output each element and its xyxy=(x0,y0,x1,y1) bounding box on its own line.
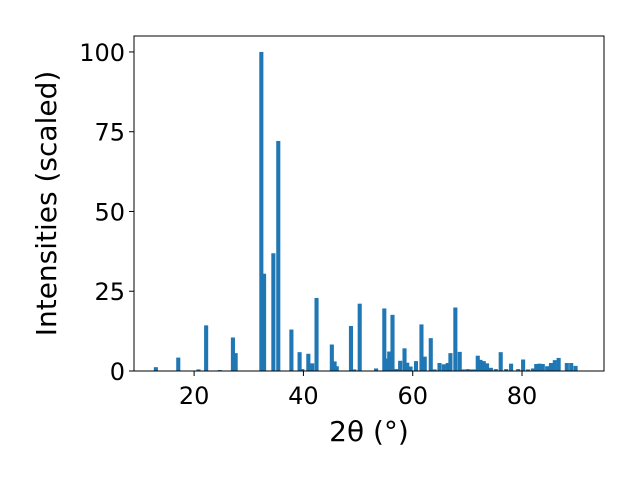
bar xyxy=(374,368,379,371)
x-tick-label: 40 xyxy=(288,382,319,410)
bar xyxy=(352,369,357,371)
bar xyxy=(300,369,305,371)
bar xyxy=(509,363,514,371)
bar xyxy=(468,369,473,371)
bar xyxy=(233,353,238,371)
bar xyxy=(422,356,427,371)
bar xyxy=(408,366,413,371)
bar xyxy=(348,326,354,371)
y-tick-label: 75 xyxy=(94,119,125,147)
bars-group xyxy=(153,51,578,371)
bar xyxy=(448,353,453,371)
y-tick-label: 0 xyxy=(110,358,125,386)
y-tick-label: 50 xyxy=(94,198,125,226)
y-axis-label: Intensities (scaled) xyxy=(30,71,63,337)
bar xyxy=(306,353,311,371)
plot-frame xyxy=(133,35,605,372)
x-tick-label: 80 xyxy=(507,382,538,410)
bar xyxy=(413,361,419,371)
bar xyxy=(521,359,526,371)
bar xyxy=(310,363,315,371)
bar xyxy=(390,314,395,371)
x-tick-label: 20 xyxy=(179,382,210,410)
bar xyxy=(453,307,458,371)
x-axis-ticks: 20 40 60 80 xyxy=(179,371,537,410)
bar xyxy=(432,369,437,371)
bar xyxy=(540,363,545,371)
bar xyxy=(537,363,542,371)
bar xyxy=(484,363,490,371)
bar xyxy=(564,363,569,371)
bar xyxy=(530,368,536,371)
bar xyxy=(445,363,450,371)
bar xyxy=(314,297,319,371)
bar xyxy=(402,348,407,371)
x-axis-label: 2θ (°) xyxy=(329,415,409,448)
bar xyxy=(394,369,399,371)
bar xyxy=(196,369,201,371)
bar xyxy=(271,253,276,371)
bar xyxy=(472,369,477,371)
bar xyxy=(556,357,561,371)
bar xyxy=(441,364,446,371)
bar xyxy=(176,357,181,371)
bar xyxy=(460,369,466,371)
bar xyxy=(428,338,433,371)
bar xyxy=(488,367,493,371)
bar xyxy=(204,325,209,371)
bar xyxy=(481,361,486,371)
bar xyxy=(262,273,267,371)
y-tick-label: 100 xyxy=(79,39,125,67)
bar xyxy=(493,369,498,371)
bar xyxy=(153,367,158,371)
bar xyxy=(534,363,539,371)
bar xyxy=(552,360,557,371)
bar xyxy=(516,369,521,371)
bar xyxy=(387,351,392,371)
bar xyxy=(465,369,470,371)
bar xyxy=(329,344,334,371)
bar xyxy=(289,329,294,371)
bar xyxy=(384,358,389,371)
bar xyxy=(573,365,578,371)
bar xyxy=(357,303,362,371)
bar xyxy=(457,351,462,371)
bar xyxy=(334,366,339,371)
bar xyxy=(259,51,264,371)
bar xyxy=(478,359,483,371)
bar xyxy=(419,324,424,371)
bar xyxy=(405,362,410,371)
bar xyxy=(548,363,554,371)
bar xyxy=(545,366,550,371)
bar xyxy=(437,363,442,371)
bar xyxy=(382,308,387,371)
bar xyxy=(525,369,531,371)
bar xyxy=(230,337,235,371)
bar xyxy=(569,363,574,371)
bar xyxy=(398,360,403,371)
y-tick-label: 25 xyxy=(94,278,125,306)
bar xyxy=(475,355,480,371)
bar xyxy=(332,361,337,371)
bar xyxy=(297,352,302,371)
bar xyxy=(504,369,509,371)
x-tick-label: 60 xyxy=(397,382,428,410)
y-axis-ticks: 0 25 50 75 100 xyxy=(79,39,134,386)
bar xyxy=(276,140,281,371)
bar xyxy=(498,352,503,371)
